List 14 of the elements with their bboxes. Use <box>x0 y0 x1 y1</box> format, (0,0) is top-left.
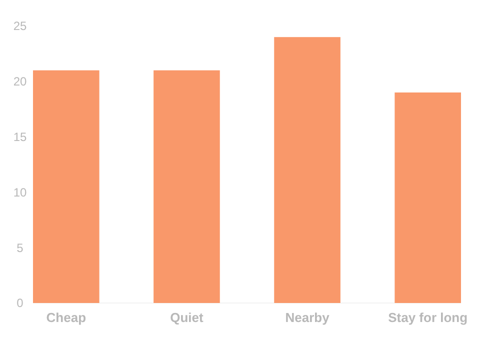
x-tick-label: Quiet <box>170 310 204 325</box>
x-tick-label: Nearby <box>285 310 330 325</box>
x-tick-label: Cheap <box>46 310 86 325</box>
bar <box>33 70 100 303</box>
bar <box>154 70 220 303</box>
x-tick-label: Stay for long <box>388 310 468 325</box>
bar <box>274 37 340 303</box>
y-tick-label: 0 <box>16 296 24 310</box>
y-tick-label: 10 <box>13 185 27 200</box>
y-tick-label: 15 <box>13 130 27 144</box>
y-tick-label: 5 <box>16 240 24 255</box>
bar <box>394 92 461 303</box>
y-tick-label: 20 <box>13 74 27 89</box>
y-tick-label: 25 <box>13 19 27 34</box>
